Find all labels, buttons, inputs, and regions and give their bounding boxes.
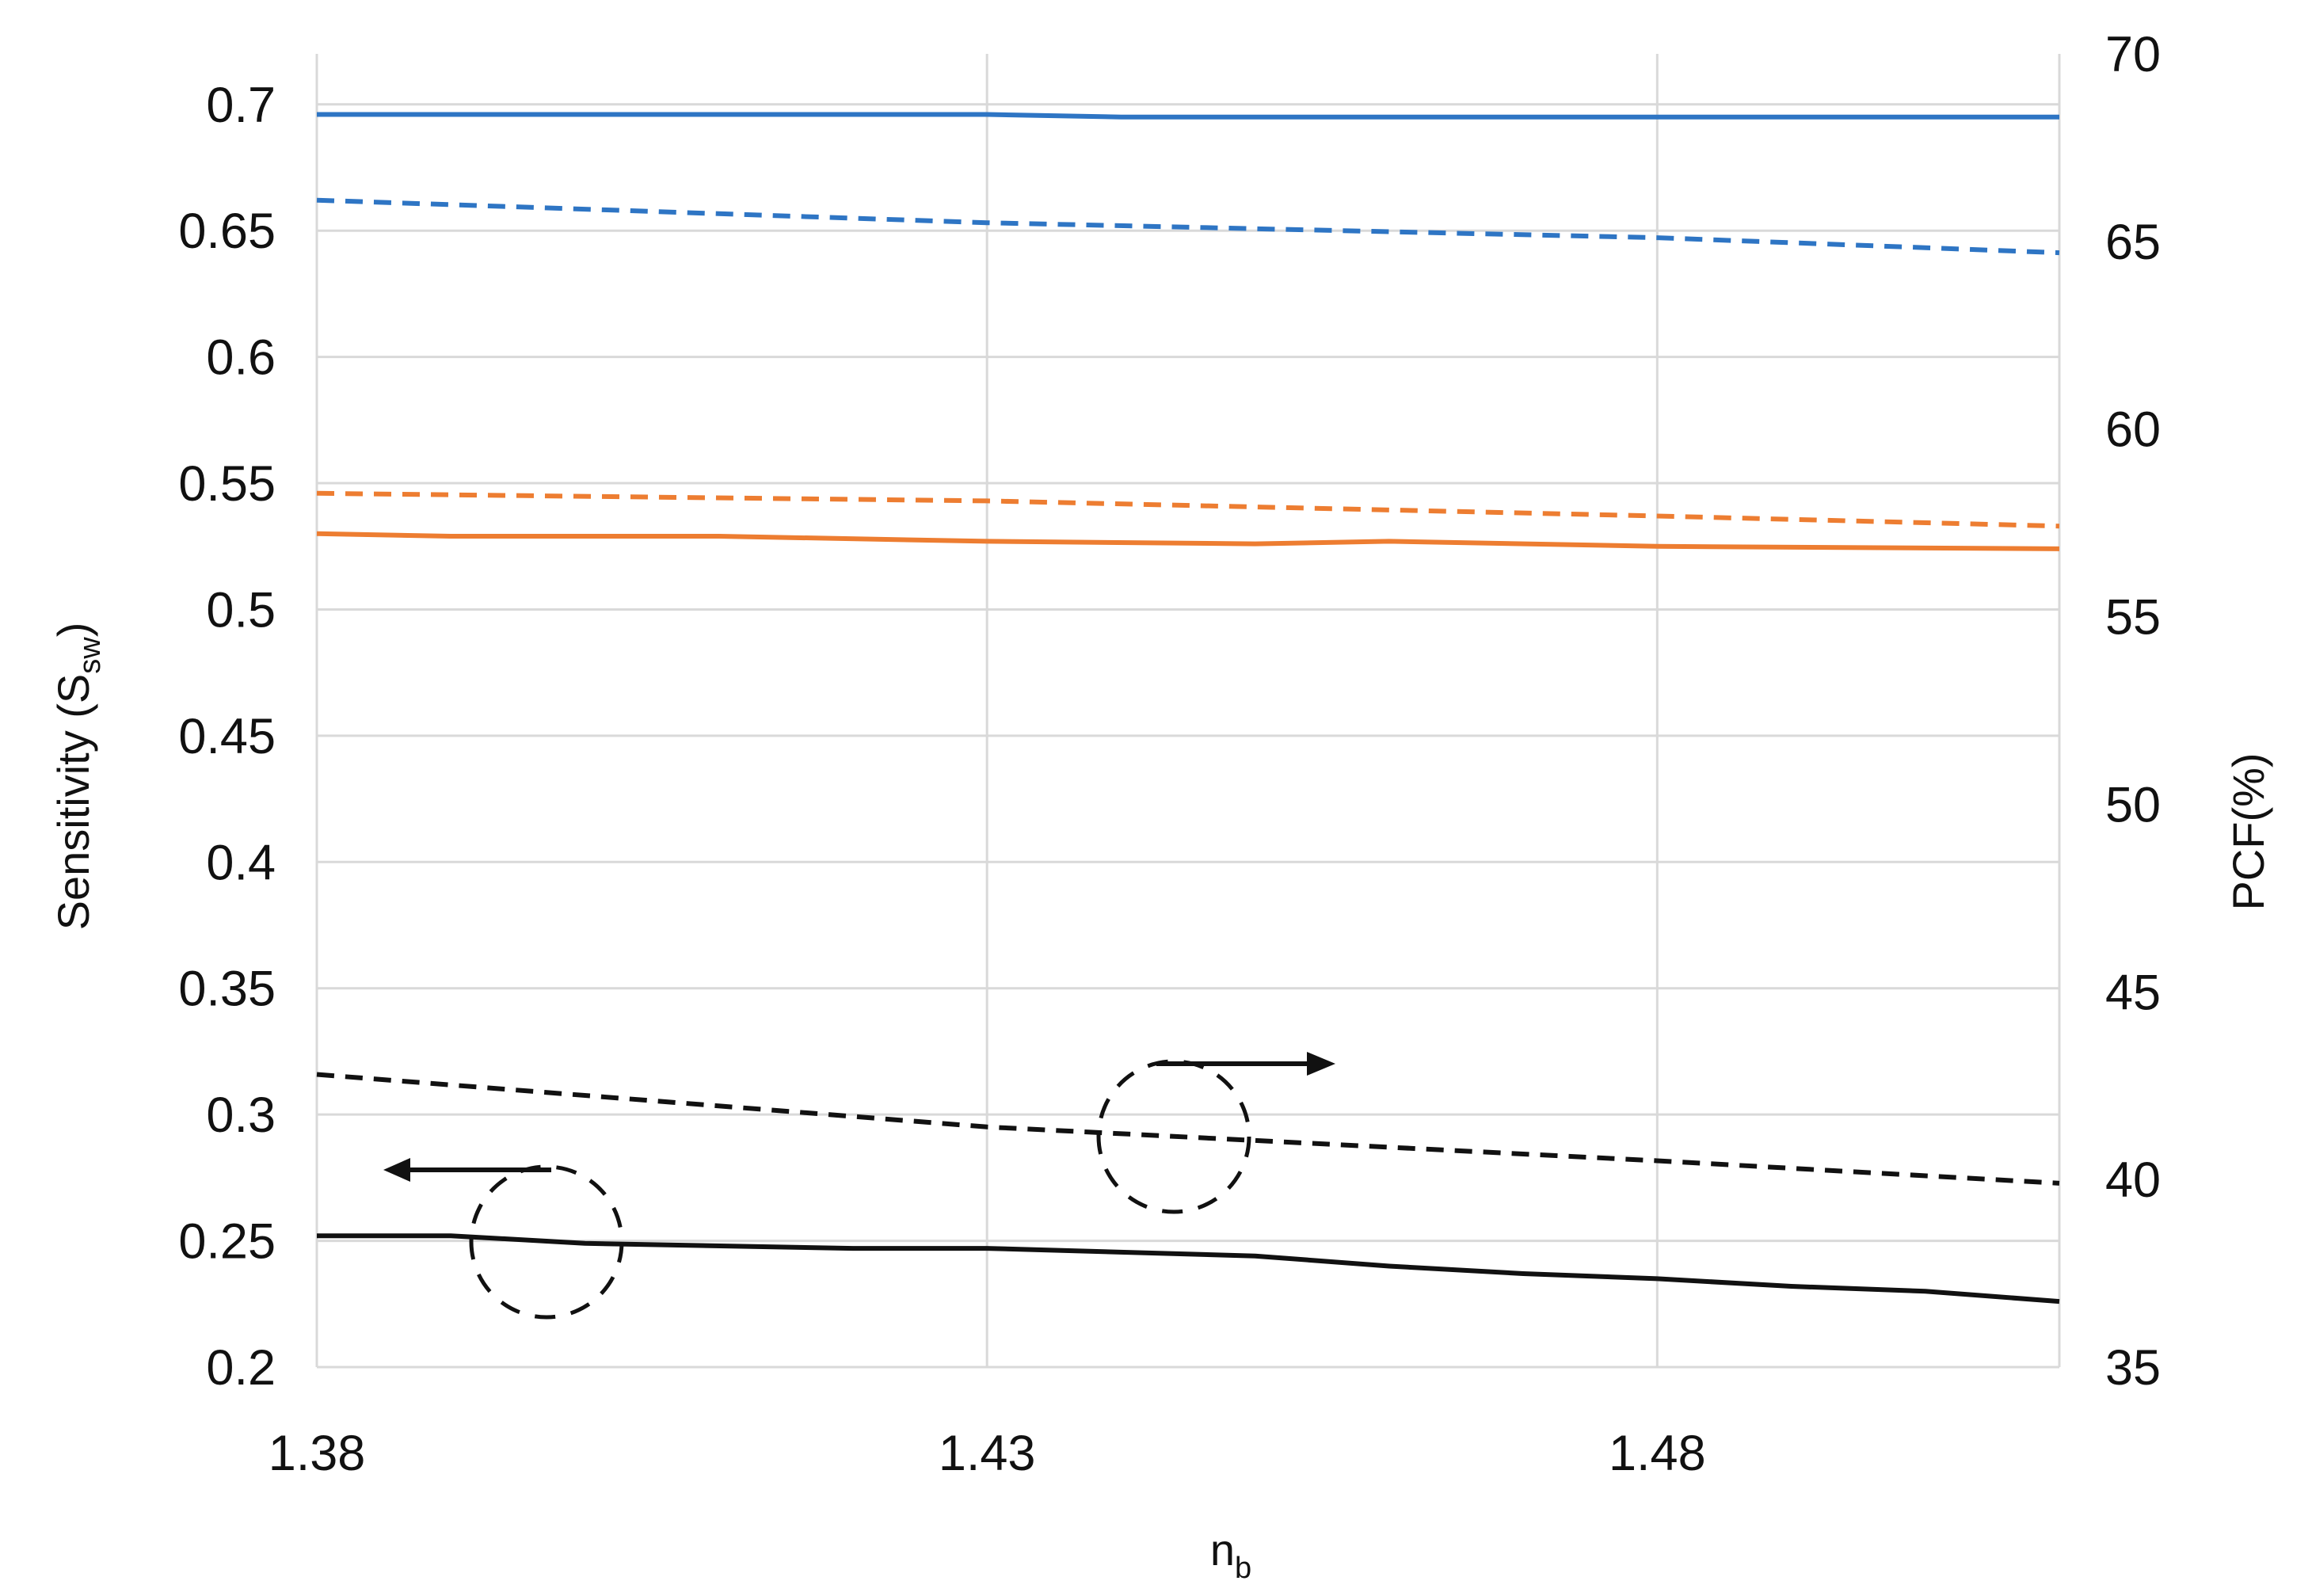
annotation-circle-right	[1096, 1059, 1251, 1214]
x-tick-label: 1.43	[939, 1426, 1036, 1481]
series-line-6	[317, 1233, 2060, 1305]
y-right-axis-title: PCF(%)	[2223, 752, 2273, 910]
series-lines	[316, 112, 2060, 1305]
y-left-tick-label: 0.3	[206, 1087, 276, 1143]
annotations	[383, 1052, 1335, 1320]
y-right-tick-label: 65	[2105, 215, 2161, 270]
y-right-tick-label: 60	[2105, 402, 2161, 458]
y-right-tick-label: 35	[2105, 1340, 2161, 1396]
annotation-arrowhead-left	[383, 1158, 410, 1182]
x-tick-label: 1.38	[269, 1426, 366, 1481]
tick-labels: 0.2 0.25 0.3 0.35 0.4 0.45 0.5 0.55 0.6 0.65 0.7 1.…	[178, 27, 2161, 1481]
x-axis-title-sub: b	[1235, 1552, 1251, 1585]
y-left-tick-label: 0.55	[178, 456, 276, 512]
y-left-tick-label: 0.2	[206, 1340, 276, 1396]
y-left-tick-label: 0.7	[206, 78, 276, 133]
x-tick-label: 1.48	[1609, 1426, 1706, 1481]
y-left-axis-title-sub: sw	[74, 637, 107, 674]
y-left-axis-title-tail: )	[48, 623, 98, 638]
axes	[315, 54, 2061, 1369]
annotation-arrowhead-right	[1307, 1052, 1335, 1076]
y-right-tick-label: 40	[2105, 1152, 2161, 1208]
series-line-2	[316, 197, 2060, 256]
x-axis-title-main: n	[1210, 1525, 1235, 1575]
y-left-tick-label: 0.4	[206, 835, 276, 890]
series-line-1	[317, 112, 2059, 120]
series-line-5	[316, 1072, 2060, 1186]
y-left-tick-label: 0.5	[206, 582, 276, 638]
y-right-tick-label: 45	[2105, 965, 2161, 1020]
y-right-tick-label: 50	[2105, 777, 2161, 832]
series-line-4	[316, 531, 2060, 551]
x-axis-title: nb	[1210, 1525, 1251, 1585]
y-left-tick-label: 0.45	[178, 709, 276, 764]
y-left-tick-label: 0.65	[178, 204, 276, 259]
y-left-tick-label: 0.6	[206, 330, 276, 386]
annotation-circle-left	[469, 1164, 624, 1320]
series-line-3	[316, 490, 2060, 529]
y-left-tick-label: 0.35	[178, 962, 276, 1017]
y-left-axis-title: Sensitivity (Ssw)	[48, 623, 107, 931]
y-left-tick-label: 0.25	[178, 1214, 276, 1270]
y-right-tick-label: 55	[2105, 590, 2161, 646]
y-right-tick-label: 70	[2105, 27, 2161, 82]
y-left-axis-title-main: Sensitivity (S	[48, 674, 98, 931]
